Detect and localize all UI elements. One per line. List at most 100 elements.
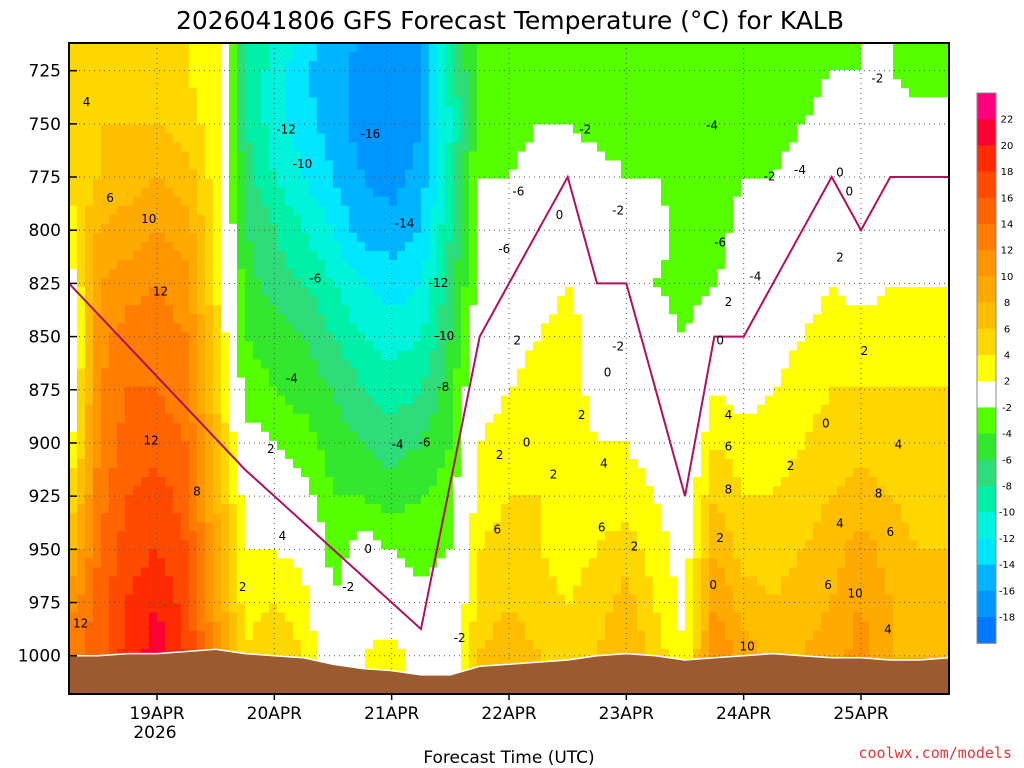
temperature-cell (357, 97, 366, 107)
temperature-cell (277, 332, 286, 342)
temperature-cell (597, 648, 606, 659)
temperature-cell (93, 522, 102, 532)
temperature-cell (285, 422, 294, 433)
temperature-cell (333, 169, 342, 180)
temperature-cell (357, 413, 366, 424)
temperature-cell (453, 359, 462, 370)
temperature-cell (581, 612, 590, 623)
temperature-cell (421, 223, 430, 234)
temperature-cell (165, 449, 174, 460)
temperature-cell (149, 612, 158, 623)
temperature-cell (453, 269, 462, 279)
temperature-cell (509, 377, 518, 388)
temperature-cell (573, 278, 582, 288)
temperature-cell (141, 323, 150, 333)
temperature-cell (221, 540, 230, 550)
temperature-cell (445, 377, 454, 388)
temperature-cell (341, 531, 350, 541)
temperature-cell (373, 594, 382, 605)
temperature-cell (557, 79, 566, 89)
temperature-cell (549, 43, 558, 53)
temperature-cell (533, 142, 542, 153)
temperature-cell (429, 657, 438, 668)
temperature-cell (133, 522, 142, 532)
temperature-cell (461, 169, 470, 180)
temperature-cell (421, 594, 430, 605)
temperature-cell (213, 350, 222, 361)
temperature-cell (413, 431, 422, 442)
temperature-cell (165, 232, 174, 243)
temperature-cell (365, 97, 374, 107)
temperature-cell (245, 422, 254, 433)
temperature-cell (509, 621, 518, 632)
temperature-cell (373, 540, 382, 550)
temperature-cell (117, 88, 126, 98)
temperature-cell (269, 504, 278, 514)
temperature-cell (85, 594, 94, 605)
temperature-cell (269, 332, 278, 342)
temperature-cell (429, 160, 438, 171)
temperature-cell (573, 377, 582, 388)
temperature-cell (429, 504, 438, 514)
temperature-cell (381, 621, 390, 632)
temperature-cell (341, 449, 350, 460)
temperature-cell (469, 169, 478, 180)
temperature-cell (125, 395, 134, 406)
temperature-cell (117, 467, 126, 478)
temperature-cell (77, 639, 86, 650)
temperature-cell (309, 61, 318, 71)
temperature-cell (389, 558, 398, 569)
temperature-cell (357, 513, 366, 523)
temperature-cell (589, 278, 598, 288)
temperature-cell (373, 449, 382, 460)
temperature-cell (485, 142, 494, 153)
temperature-cell (533, 431, 542, 442)
temperature-cell (237, 576, 246, 587)
temperature-cell (533, 449, 542, 460)
temperature-cell (405, 657, 414, 668)
temperature-cell (181, 196, 190, 207)
temperature-cell (421, 395, 430, 406)
temperature-cell (165, 431, 174, 442)
temperature-cell (373, 567, 382, 578)
temperature-cell (549, 115, 558, 125)
temperature-cell (597, 395, 606, 406)
temperature-cell (589, 413, 598, 424)
temperature-cell (541, 585, 550, 596)
temperature-cell (197, 196, 206, 207)
temperature-cell (421, 115, 430, 125)
temperature-cell (549, 323, 558, 333)
temperature-cell (229, 79, 238, 89)
temperature-cell (173, 612, 182, 623)
temperature-cell (101, 61, 110, 71)
temperature-cell (493, 368, 502, 379)
temperature-cell (205, 106, 214, 116)
temperature-cell (453, 603, 462, 614)
temperature-cell (413, 269, 422, 279)
temperature-cell (365, 115, 374, 125)
temperature-cell (85, 449, 94, 460)
temperature-cell (253, 160, 262, 171)
temperature-cell (125, 88, 134, 98)
temperature-cell (149, 404, 158, 415)
temperature-cell (245, 214, 254, 225)
temperature-cell (605, 205, 614, 216)
temperature-cell (477, 612, 486, 623)
temperature-cell (525, 477, 534, 487)
temperature-cell (173, 232, 182, 243)
temperature-cell (133, 214, 142, 225)
temperature-cell (509, 612, 518, 623)
temperature-cell (461, 269, 470, 279)
temperature-cell (541, 169, 550, 180)
temperature-cell (445, 278, 454, 288)
temperature-cell (477, 431, 486, 442)
temperature-cell (477, 594, 486, 605)
temperature-cell (533, 250, 542, 261)
temperature-cell (253, 368, 262, 379)
temperature-cell (245, 368, 254, 379)
temperature-cell (101, 278, 110, 288)
temperature-cell (501, 278, 510, 288)
temperature-cell (149, 296, 158, 306)
temperature-cell (269, 594, 278, 605)
temperature-cell (493, 187, 502, 198)
